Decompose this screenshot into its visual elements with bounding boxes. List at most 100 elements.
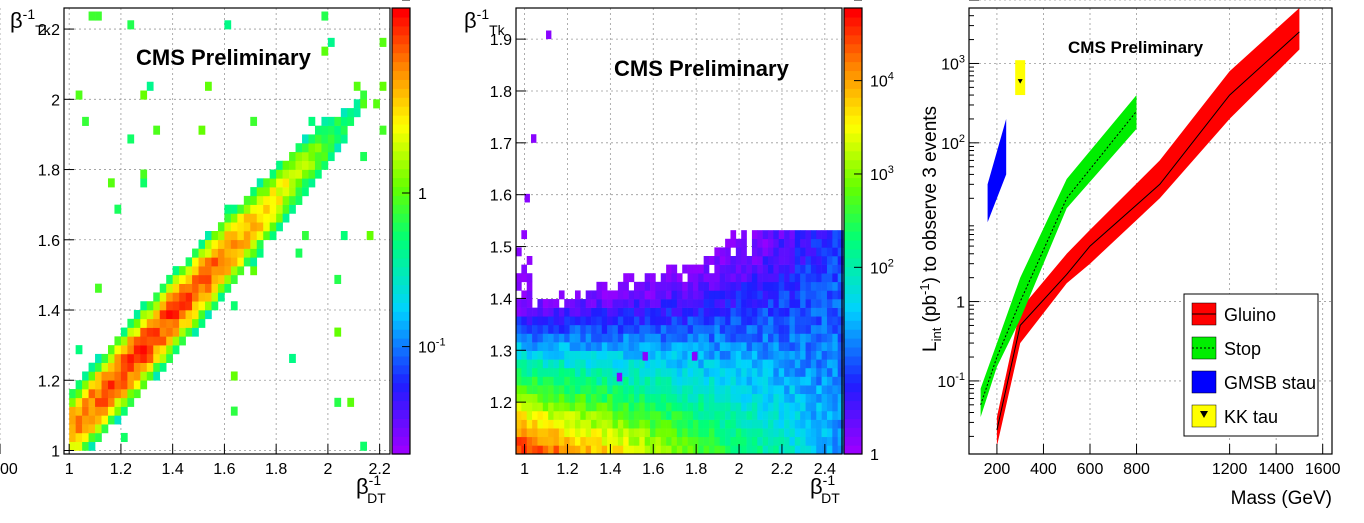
- right-plot-frame: [968, 7, 1333, 455]
- y-tick-label: 102: [941, 133, 965, 153]
- heatmap-cell: [757, 230, 763, 240]
- heatmap-cell: [810, 393, 817, 403]
- heatmap-cell: [185, 266, 193, 276]
- colorbar-segment: [392, 168, 410, 179]
- heatmap-cell: [185, 301, 193, 311]
- heatmap-cell: [816, 410, 822, 420]
- heatmap-cell: [639, 350, 645, 360]
- heatmap-cell: [655, 316, 662, 326]
- heatmap-cell: [569, 385, 576, 395]
- heatmap-cell: [198, 318, 206, 328]
- heatmap-cell: [308, 134, 316, 144]
- heatmap-cell: [746, 359, 753, 369]
- heatmap-cell: [826, 428, 833, 438]
- heatmap-cell: [580, 316, 587, 326]
- heatmap-cell: [639, 436, 645, 446]
- heatmap-cell: [574, 436, 581, 446]
- heatmap-cell: [569, 342, 576, 351]
- heatmap-cell: [532, 393, 538, 403]
- heatmap-cell: [521, 428, 528, 438]
- heatmap-cell: [655, 359, 662, 369]
- heatmap-cell: [101, 415, 109, 425]
- heatmap-cell: [133, 371, 141, 381]
- heatmap-cell: [800, 255, 806, 265]
- heatmap-cell: [295, 151, 303, 162]
- heatmap-cell: [617, 385, 624, 395]
- heatmap-cell: [526, 428, 533, 438]
- heatmap-cell: [308, 178, 316, 188]
- heatmap-cell: [633, 324, 640, 334]
- heatmap-cell: [805, 230, 812, 240]
- heatmap-cell: [617, 402, 624, 412]
- heatmap-cell: [146, 336, 154, 346]
- heatmap-cell: [580, 324, 587, 334]
- heatmap-cell: [596, 428, 603, 438]
- heatmap-cell: [95, 362, 102, 372]
- heatmap-cell: [295, 178, 303, 188]
- heatmap-cell: [725, 299, 731, 308]
- heatmap-cell: [691, 352, 698, 361]
- heatmap-cell: [778, 324, 785, 334]
- heatmap-cell: [821, 238, 828, 248]
- heatmap-cell: [639, 324, 645, 334]
- heatmap-cell: [321, 143, 329, 153]
- colorbar-segment: [844, 266, 862, 277]
- heatmap-cell: [127, 380, 135, 390]
- heatmap-cell: [591, 316, 597, 326]
- heatmap-cell: [360, 151, 368, 162]
- heatmap-cell: [687, 324, 694, 334]
- heatmap-cell: [794, 281, 801, 291]
- heatmap-cell: [596, 410, 603, 420]
- middle-ylabel: β-1Tk: [464, 6, 506, 38]
- heatmap-cell: [166, 327, 173, 337]
- heatmap-cell: [521, 230, 528, 240]
- heatmap-cell: [289, 195, 296, 205]
- colorbar-tick-label: 10: [418, 0, 436, 4]
- heatmap-cell: [832, 410, 839, 420]
- heatmap-cell: [826, 385, 833, 395]
- heatmap-cell: [703, 299, 710, 308]
- heatmap-cell: [542, 316, 549, 326]
- heatmap-cell: [821, 428, 828, 438]
- heatmap-cell: [644, 393, 651, 403]
- heatmap-cell: [334, 327, 342, 337]
- heatmap-cell: [531, 134, 537, 143]
- heatmap-cell: [671, 281, 678, 291]
- colorbar-segment: [844, 16, 862, 27]
- heatmap-cell: [698, 316, 704, 326]
- heatmap-cell: [784, 376, 790, 386]
- colorbar-segment: [844, 293, 862, 303]
- heatmap-cell: [250, 257, 258, 267]
- heatmap-cell: [532, 410, 538, 420]
- heatmap-cell: [558, 324, 565, 334]
- heatmap-cell: [140, 371, 148, 381]
- heatmap-cell: [295, 248, 303, 258]
- x-tick-label: 1200: [1212, 461, 1248, 478]
- heatmap-cell: [762, 264, 769, 274]
- heatmap-cell: [101, 389, 109, 399]
- heatmap-cell: [569, 419, 576, 429]
- colorbar-segment: [844, 302, 862, 312]
- heatmap-cell: [558, 307, 565, 317]
- heatmap-cell: [521, 307, 528, 317]
- heatmap-cell: [553, 350, 560, 360]
- heatmap-cell: [671, 393, 678, 403]
- heatmap-cell: [617, 324, 624, 334]
- heatmap-cell: [762, 281, 769, 291]
- heatmap-cell: [757, 410, 763, 420]
- heatmap-cell: [179, 283, 186, 293]
- heatmap-cell: [837, 273, 844, 283]
- band-gmsb-stau: [987, 118, 1007, 223]
- heatmap-cell: [211, 266, 219, 276]
- heatmap-cell: [133, 327, 141, 337]
- heatmap-cell: [746, 445, 753, 455]
- heatmap-cell: [205, 266, 212, 276]
- heatmap-cell: [837, 324, 844, 334]
- heatmap-cell: [623, 290, 629, 300]
- heatmap-cell: [250, 116, 258, 126]
- heatmap-cell: [725, 376, 731, 386]
- heatmap-cell: [709, 273, 715, 283]
- heatmap-cell: [773, 402, 780, 412]
- heatmap-cell: [633, 419, 640, 429]
- heatmap-cell: [230, 266, 238, 276]
